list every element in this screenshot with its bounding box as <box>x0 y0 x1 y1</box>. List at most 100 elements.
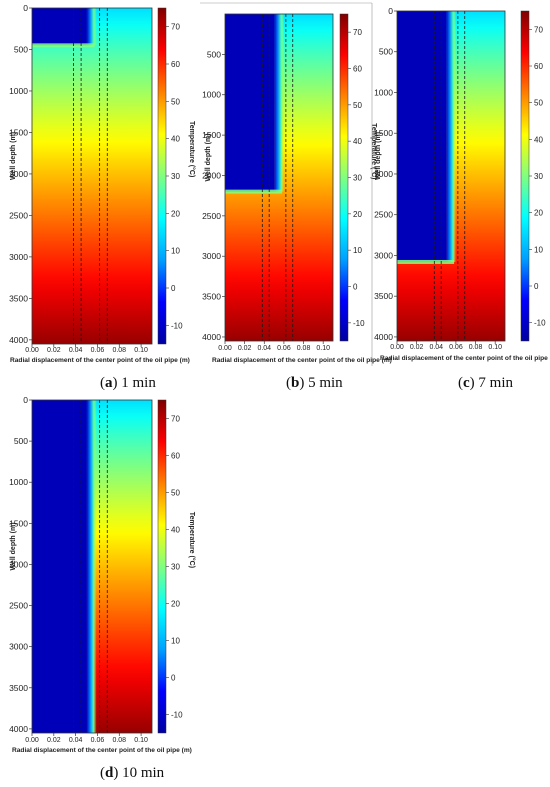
caption-letter: d <box>105 765 114 781</box>
caption-paren-close: ) <box>113 375 122 391</box>
x-axis-label: Radial displacement of the center point … <box>10 357 190 364</box>
x-tick-label: 0.08 <box>469 344 483 351</box>
y-tick-label: 3500 <box>9 293 28 303</box>
colorbar <box>157 399 167 734</box>
caption-time: 7 min <box>478 375 513 391</box>
y-tick-label: 2000 <box>9 169 28 179</box>
caption-paren-close: ) <box>470 375 479 391</box>
x-tick-label: 0.00 <box>25 347 39 354</box>
y-tick-label: 1500 <box>374 128 393 138</box>
y-tick-label: 500 <box>379 47 393 57</box>
y-axis-label: Well depth (m) <box>10 522 17 570</box>
y-tick-label: 3500 <box>374 291 393 301</box>
x-axis-label: Radial displacement of the center point … <box>212 357 392 364</box>
x-tick-label: 0.02 <box>47 347 61 354</box>
cold-fluid-region <box>32 400 87 733</box>
plot-frame <box>224 13 334 342</box>
caption-paren-open: ( <box>286 375 291 391</box>
y-tick-label: 4000 <box>202 332 221 342</box>
y-tick-label: 1500 <box>202 130 221 140</box>
y-axis-label: Well depth (m) <box>10 132 17 180</box>
y-tick-label: 3000 <box>9 642 28 652</box>
caption-time: 1 min <box>121 375 156 391</box>
y-tick-label: 3000 <box>374 250 393 260</box>
caption-paren-close: ) <box>113 765 122 781</box>
y-tick-label: 1000 <box>9 477 28 487</box>
y-tick-label: 2000 <box>202 170 221 180</box>
x-tick-label: 0.04 <box>429 344 443 351</box>
colorbar <box>339 13 349 342</box>
colorbar-tick-label: 40 <box>534 135 543 144</box>
caption-paren-close: ) <box>299 375 308 391</box>
plot-frame <box>31 399 153 734</box>
y-tick-label: 3500 <box>9 683 28 693</box>
colorbar-tick-label: 20 <box>171 209 180 218</box>
x-tick-label: 0.04 <box>69 737 83 744</box>
panel-caption: (b) 5 min <box>286 375 343 391</box>
thermal-boundary <box>86 8 97 46</box>
x-tick-label: 0.08 <box>112 347 126 354</box>
temperature-field <box>32 8 152 344</box>
x-tick-label: 0.08 <box>112 737 126 744</box>
x-tick-label: 0.10 <box>488 344 502 351</box>
y-tick-label: 3000 <box>9 252 28 262</box>
x-tick-label: 0.02 <box>47 737 61 744</box>
cold-front-edge <box>397 259 455 264</box>
colorbar-tick-label: 50 <box>353 101 362 110</box>
x-tick-label: 0.06 <box>277 345 291 352</box>
cold-front-edge <box>32 43 95 48</box>
y-tick-label: 2500 <box>374 210 393 220</box>
colorbar-tick-label: 70 <box>534 25 543 34</box>
colorbar-tick-label: 40 <box>171 526 180 535</box>
colorbar-tick-label: 30 <box>534 172 543 181</box>
y-tick-label: 2500 <box>9 601 28 611</box>
colorbar-tick-label: 30 <box>353 174 362 183</box>
panel-caption: (c) 7 min <box>458 375 514 391</box>
colorbar-tick-label: 20 <box>534 209 543 218</box>
colorbar-tick-label: 0 <box>534 282 539 291</box>
colorbar-tick-label: -10 <box>171 321 183 330</box>
colorbar-tick-label: 20 <box>353 210 362 219</box>
y-tick-label: 0 <box>23 395 28 405</box>
x-axis-label: Radial displacement of the center point … <box>12 747 192 754</box>
x-tick-label: 0.00 <box>25 737 39 744</box>
caption-letter: a <box>105 375 113 391</box>
x-tick-label: 0.02 <box>410 344 424 351</box>
colorbar-tick-label: 0 <box>171 284 176 293</box>
colorbar-tick-label: 0 <box>353 283 358 292</box>
plot-frame <box>31 7 153 345</box>
colorbar-tick-label: 60 <box>171 452 180 461</box>
x-tick-label: 0.06 <box>449 344 463 351</box>
y-tick-label: 4000 <box>374 332 393 342</box>
caption-paren-open: ( <box>458 375 463 391</box>
y-axis-label: Well depth (m) <box>375 132 382 180</box>
x-tick-label: 0.06 <box>91 737 105 744</box>
y-tick-label: 1500 <box>9 127 28 137</box>
colorbar-tick-label: -10 <box>171 711 183 720</box>
y-tick-label: 2000 <box>9 559 28 569</box>
x-axis-label: Radial displacement of the center point … <box>380 355 550 362</box>
y-tick-label: 2500 <box>202 211 221 221</box>
caption-time: 5 min <box>308 375 343 391</box>
x-tick-label: 0.10 <box>134 347 148 354</box>
colorbar-tick-label: 70 <box>171 23 180 32</box>
thermal-boundary <box>86 400 97 733</box>
colorbar-tick-label: 10 <box>353 246 362 255</box>
thermal-boundary <box>274 14 285 192</box>
x-tick-label: 0.10 <box>134 737 148 744</box>
y-tick-label: 1500 <box>9 518 28 528</box>
thermal-boundary <box>446 11 457 262</box>
x-tick-label: 0.08 <box>297 345 311 352</box>
colorbar-tick-label: 50 <box>171 489 180 498</box>
y-tick-label: 1000 <box>202 90 221 100</box>
cold-front-edge <box>225 189 283 194</box>
y-tick-label: 4000 <box>9 335 28 345</box>
colorbar-tick-label: 30 <box>171 172 180 181</box>
y-tick-label: 3500 <box>202 292 221 302</box>
colorbar-tick-label: -10 <box>353 319 365 328</box>
colorbar-tick-label: 40 <box>171 135 180 144</box>
y-tick-label: 1000 <box>9 86 28 96</box>
colorbar-tick-label: 50 <box>171 97 180 106</box>
